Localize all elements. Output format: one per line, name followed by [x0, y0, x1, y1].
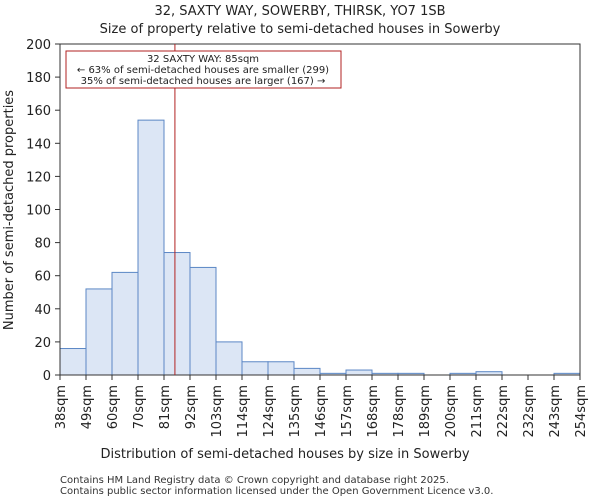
x-tick-label: 124sqm	[262, 385, 277, 438]
plot-frame	[59, 43, 581, 376]
x-tick-label: 189sqm	[418, 385, 433, 438]
y-tick-label: 100	[26, 204, 51, 219]
x-tick-label: 157sqm	[340, 385, 355, 438]
x-tick-label: 92sqm	[184, 385, 199, 429]
bar-135sqm	[293, 367, 321, 376]
x-tick-label: 70sqm	[132, 385, 147, 429]
chart-title-line1: 32, SAXTY WAY, SOWERBY, THIRSK, YO7 1SB	[154, 4, 445, 19]
y-tick-label: 60	[34, 270, 51, 285]
bar-157sqm	[345, 369, 373, 376]
y-tick-label: 20	[34, 336, 51, 351]
bar-49sqm	[85, 288, 113, 376]
y-tick-label: 160	[26, 104, 51, 119]
chart-title-line2: Size of property relative to semi-detach…	[100, 22, 501, 37]
bar-60sqm	[111, 271, 139, 376]
x-tick-label: 114sqm	[236, 385, 251, 438]
y-axis-label: Number of semi-detached properties	[2, 90, 17, 330]
annotation-line2: ← 63% of semi-detached houses are smalle…	[77, 65, 329, 76]
y-axis-ticks: 0 20 40 60 80 100 120 140 160 180 200	[26, 38, 60, 384]
x-tick-label: 135sqm	[288, 385, 303, 438]
x-tick-label: 146sqm	[314, 385, 329, 438]
annotation-line3: 35% of semi-detached houses are larger (…	[81, 76, 326, 87]
y-tick-label: 200	[26, 38, 51, 53]
annotation-line1: 32 SAXTY WAY: 85sqm	[147, 54, 259, 65]
bar-81sqm	[163, 252, 191, 376]
x-tick-label: 211sqm	[470, 385, 485, 438]
y-tick-label: 180	[26, 71, 51, 86]
x-tick-label: 103sqm	[210, 385, 225, 438]
x-tick-label: 38sqm	[54, 385, 69, 429]
y-tick-label: 0	[43, 369, 51, 384]
bar-38sqm	[59, 348, 87, 376]
x-tick-label: 49sqm	[80, 385, 95, 429]
x-tick-label: 168sqm	[366, 385, 381, 438]
x-axis-label: Distribution of semi-detached houses by …	[100, 447, 469, 462]
y-tick-label: 140	[26, 137, 51, 152]
x-tick-label: 81sqm	[158, 385, 173, 429]
bars-group	[59, 119, 581, 376]
bar-92sqm	[189, 266, 217, 376]
bar-103sqm	[215, 341, 243, 376]
y-tick-label: 40	[34, 303, 51, 318]
annotation-box	[65, 50, 342, 89]
bar-70sqm	[137, 119, 165, 376]
bar-124sqm	[267, 361, 295, 376]
footer-line2: Contains public sector information licen…	[60, 486, 493, 497]
x-axis-ticks: 38sqm 49sqm 60sqm 70sqm 81sqm 92sqm 103sqm 114s…	[54, 375, 589, 438]
x-tick-label: 60sqm	[106, 385, 121, 429]
x-tick-label: 222sqm	[496, 385, 511, 438]
footer-line1: Contains HM Land Registry data © Crown c…	[60, 475, 449, 486]
x-tick-label: 254sqm	[574, 385, 589, 438]
bar-114sqm	[241, 361, 269, 376]
x-tick-label: 178sqm	[392, 385, 407, 438]
x-tick-label: 232sqm	[522, 385, 537, 438]
y-tick-label: 120	[26, 170, 51, 185]
x-tick-label: 243sqm	[548, 385, 563, 438]
x-tick-label: 200sqm	[444, 385, 459, 438]
y-tick-label: 80	[34, 237, 51, 252]
